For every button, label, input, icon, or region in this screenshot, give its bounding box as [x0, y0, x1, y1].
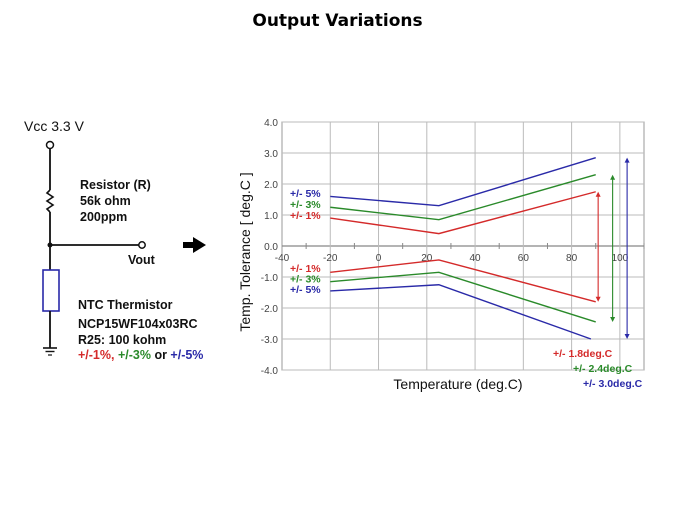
y-tick-label: 0.0 [264, 242, 278, 253]
series-line-upper [330, 156, 596, 207]
series-line-upper [330, 174, 596, 221]
arrow-up-icon [595, 191, 601, 197]
series-line-lower [330, 284, 592, 340]
y-tick-label: 1.0 [264, 211, 278, 222]
vout-terminal [138, 241, 146, 249]
legend-label-lower: +/- 3% [290, 274, 321, 286]
arrow-down-icon [610, 316, 616, 322]
tolerance-1pct: +/-1%, [78, 348, 115, 362]
resistor-value: 56k ohm [80, 194, 131, 208]
legend-label-lower: +/- 1% [290, 263, 321, 275]
thermistor-r25: R25: 100 kohm [78, 333, 167, 347]
legend-label-upper: +/- 5% [290, 188, 321, 200]
resistor-tcr: 200ppm [80, 210, 128, 224]
x-tick-label: 0 [376, 253, 382, 264]
vout-label: Vout [128, 253, 155, 267]
x-tick-label: -20 [323, 253, 338, 264]
range-label: +/- 1.8deg.C [553, 348, 613, 360]
page-title: Output Variations [252, 11, 423, 31]
legend-label-upper: +/- 3% [290, 199, 321, 211]
x-tick-label: 80 [566, 253, 578, 264]
x-tick-label: 100 [612, 253, 629, 264]
y-tick-label: 2.0 [264, 180, 278, 191]
vcc-label: Vcc 3.3 V [24, 118, 84, 134]
x-tick-label: -40 [275, 253, 290, 264]
series-line-lower [330, 271, 596, 323]
tolerance-or: or [150, 348, 171, 362]
y-tick-label: -3.0 [261, 335, 279, 346]
resistor-label: Resistor (R) [80, 178, 151, 192]
thermistor-part-number: NCP15WF104x03RC [78, 317, 198, 331]
y-tick-label: 4.0 [264, 118, 278, 129]
arrow-up-icon [624, 157, 630, 163]
arrow-down-icon [624, 334, 630, 339]
legend-label-lower: +/- 5% [290, 284, 321, 296]
series-line-upper [330, 191, 596, 235]
legend-label-upper: +/- 1% [290, 210, 321, 222]
range-label: +/- 3.0deg.C [583, 378, 643, 390]
arrow-up-icon [610, 174, 616, 180]
thermistor-tolerance: +/-1%, +/-3% or +/-5% [78, 348, 203, 362]
series-line-lower [330, 259, 596, 303]
x-tick-label: 60 [518, 253, 530, 264]
x-tick-label: 20 [421, 253, 433, 264]
y-tick-label: -1.0 [261, 273, 279, 284]
tolerance-5pct: +/-5% [170, 348, 204, 362]
y-tick-label: -2.0 [261, 304, 279, 315]
arrow-right-icon [183, 237, 206, 253]
y-axis-title: Temp. Tolerance [ deg.C ] [237, 172, 253, 331]
tolerance-3pct: +/-3% [114, 348, 151, 362]
x-axis-title: Temperature (deg.C) [393, 376, 522, 392]
y-tick-label: 3.0 [264, 149, 278, 160]
x-tick-label: 40 [470, 253, 482, 264]
y-tick-label: -4.0 [261, 366, 279, 377]
thermistor-symbol [42, 269, 60, 312]
arrow-down-icon [595, 296, 601, 302]
vcc-terminal [45, 140, 55, 150]
resistor-symbol [45, 189, 55, 213]
range-label: +/- 2.4deg.C [573, 363, 633, 375]
thermistor-label: NTC Thermistor [78, 298, 173, 312]
